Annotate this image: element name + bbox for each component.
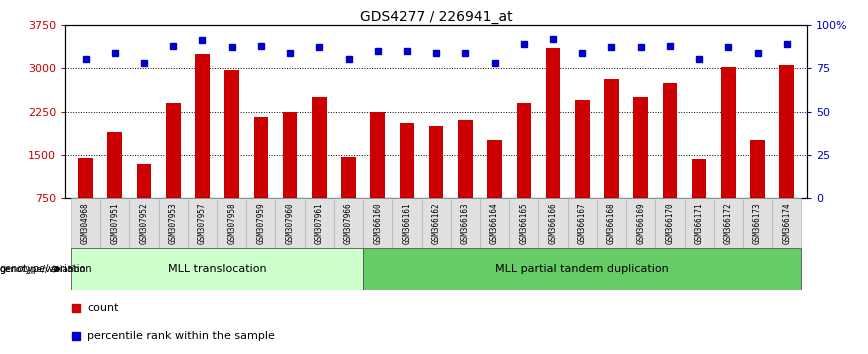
- FancyBboxPatch shape: [247, 198, 275, 248]
- Text: MLL partial tandem duplication: MLL partial tandem duplication: [496, 264, 669, 274]
- FancyBboxPatch shape: [510, 198, 538, 248]
- FancyBboxPatch shape: [655, 198, 685, 248]
- Text: GSM366173: GSM366173: [753, 202, 762, 244]
- Bar: [108, 132, 122, 198]
- Text: GSM307952: GSM307952: [140, 202, 148, 244]
- Bar: [371, 112, 385, 198]
- FancyBboxPatch shape: [275, 198, 305, 248]
- Bar: [399, 123, 414, 198]
- FancyBboxPatch shape: [480, 198, 510, 248]
- Text: GSM366172: GSM366172: [724, 202, 733, 244]
- Text: percentile rank within the sample: percentile rank within the sample: [88, 331, 275, 341]
- Text: GSM307966: GSM307966: [344, 202, 353, 244]
- Text: GSM307953: GSM307953: [168, 202, 178, 244]
- Bar: [166, 103, 181, 198]
- FancyBboxPatch shape: [217, 198, 247, 248]
- FancyBboxPatch shape: [187, 198, 217, 248]
- Text: GSM366168: GSM366168: [607, 202, 616, 244]
- Text: genotype/variation: genotype/variation: [0, 264, 86, 274]
- Text: GSM366162: GSM366162: [431, 202, 441, 244]
- FancyBboxPatch shape: [743, 198, 773, 248]
- Bar: [750, 141, 765, 198]
- Text: GSM307960: GSM307960: [286, 202, 294, 244]
- FancyBboxPatch shape: [305, 198, 334, 248]
- Text: GSM366161: GSM366161: [403, 202, 411, 244]
- Bar: [634, 97, 648, 198]
- Text: GSM366170: GSM366170: [666, 202, 674, 244]
- Bar: [779, 65, 794, 198]
- Text: GSM307951: GSM307951: [110, 202, 119, 244]
- FancyBboxPatch shape: [129, 198, 159, 248]
- Bar: [136, 164, 151, 198]
- FancyBboxPatch shape: [422, 198, 450, 248]
- Bar: [721, 67, 736, 198]
- Text: GSM366166: GSM366166: [549, 202, 557, 244]
- Bar: [195, 54, 210, 198]
- Bar: [341, 156, 356, 198]
- FancyBboxPatch shape: [100, 198, 129, 248]
- Bar: [692, 159, 707, 198]
- Text: GSM307961: GSM307961: [315, 202, 324, 244]
- Bar: [458, 120, 473, 198]
- Bar: [662, 82, 677, 198]
- Title: GDS4277 / 226941_at: GDS4277 / 226941_at: [360, 10, 512, 24]
- Bar: [516, 103, 531, 198]
- FancyBboxPatch shape: [713, 198, 743, 248]
- FancyBboxPatch shape: [538, 198, 568, 248]
- Text: genotype/variation: genotype/variation: [0, 264, 93, 274]
- Text: GSM366174: GSM366174: [782, 202, 792, 244]
- Text: GSM366165: GSM366165: [519, 202, 529, 244]
- Bar: [78, 158, 93, 198]
- FancyBboxPatch shape: [334, 198, 363, 248]
- FancyBboxPatch shape: [626, 198, 655, 248]
- FancyBboxPatch shape: [71, 198, 100, 248]
- FancyBboxPatch shape: [773, 198, 801, 248]
- FancyBboxPatch shape: [685, 198, 713, 248]
- Text: count: count: [88, 303, 119, 313]
- Text: GSM366160: GSM366160: [373, 202, 382, 244]
- Text: GSM307957: GSM307957: [198, 202, 207, 244]
- Bar: [253, 117, 268, 198]
- FancyBboxPatch shape: [568, 198, 597, 248]
- Text: GSM304968: GSM304968: [81, 202, 90, 244]
- Text: GSM307958: GSM307958: [227, 202, 236, 244]
- Bar: [429, 126, 444, 198]
- Bar: [283, 112, 298, 198]
- Text: MLL translocation: MLL translocation: [168, 264, 266, 274]
- FancyBboxPatch shape: [159, 198, 187, 248]
- FancyBboxPatch shape: [597, 198, 626, 248]
- FancyBboxPatch shape: [450, 198, 480, 248]
- Text: GSM366164: GSM366164: [490, 202, 499, 244]
- Bar: [487, 141, 502, 198]
- Bar: [575, 100, 589, 198]
- FancyBboxPatch shape: [363, 198, 392, 248]
- Text: GSM366167: GSM366167: [578, 202, 587, 244]
- FancyBboxPatch shape: [363, 248, 801, 290]
- Bar: [604, 79, 619, 198]
- Text: GSM366163: GSM366163: [461, 202, 470, 244]
- Text: GSM307959: GSM307959: [256, 202, 266, 244]
- Bar: [224, 70, 239, 198]
- Text: GSM366169: GSM366169: [636, 202, 645, 244]
- Bar: [312, 97, 326, 198]
- Text: GSM366171: GSM366171: [694, 202, 704, 244]
- Bar: [546, 48, 561, 198]
- FancyBboxPatch shape: [71, 248, 363, 290]
- FancyBboxPatch shape: [392, 198, 422, 248]
